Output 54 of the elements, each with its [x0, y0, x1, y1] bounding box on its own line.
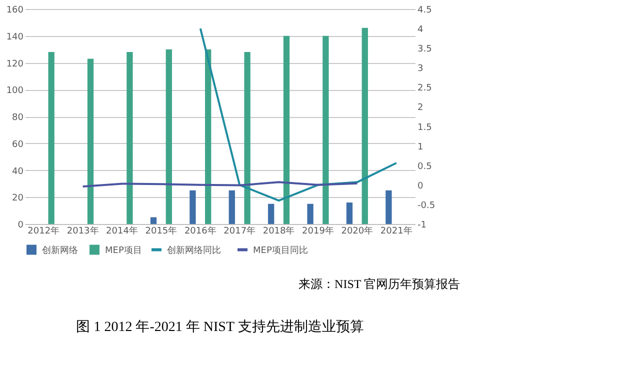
bar: [268, 204, 274, 224]
y2-tick-label: 0.5: [418, 162, 432, 172]
y-tick-label: 140: [6, 32, 24, 42]
bar: [322, 36, 329, 224]
x-tick-label: 2012年: [28, 226, 60, 236]
bar: [307, 204, 314, 224]
x-tick-label: 2013年: [66, 226, 99, 236]
y-tick-label: 80: [12, 113, 24, 123]
legend-label: MEP项目: [105, 246, 142, 256]
bar: [126, 52, 133, 224]
y2-tick-label: 4: [418, 25, 424, 36]
legend-label: 创新网络: [42, 244, 78, 256]
bar: [205, 49, 212, 224]
y-tick-label: 120: [6, 59, 24, 70]
y2-tick-label: 3: [418, 64, 424, 74]
x-tick-label: 2014年: [106, 226, 138, 236]
legend-label: 创新网络同比: [167, 244, 221, 256]
bar: [87, 58, 94, 224]
bar: [346, 202, 353, 224]
bar: [150, 217, 157, 224]
x-tick-label: 2018年: [262, 226, 295, 236]
x-tick-label: 2016年: [184, 226, 216, 236]
bar: [362, 28, 368, 224]
y-tick-label: 100: [6, 86, 24, 96]
x-tick-label: 2019年: [302, 226, 334, 236]
y2-tick-label: 1: [418, 142, 424, 152]
y2-tick-label: -1: [418, 220, 426, 230]
y2-tick-label: 1.5: [418, 122, 432, 133]
legend-label: MEP项目同比: [253, 244, 308, 256]
x-tick-label: 2015年: [145, 226, 178, 236]
bar: [386, 190, 392, 224]
x-tick-label: 2021年: [380, 226, 412, 236]
y-tick-label: 40: [12, 166, 24, 177]
bar: [166, 49, 172, 224]
bar: [228, 190, 235, 224]
bar: [283, 36, 290, 224]
y-tick-label: 0: [18, 220, 24, 230]
y2-tick-label: 2: [418, 103, 424, 114]
y2-tick-label: 3.5: [418, 44, 432, 55]
y2-tick-label: 0: [418, 181, 424, 192]
bar: [244, 52, 250, 224]
y2-tick-label: -0.5: [418, 200, 436, 211]
y-tick-label: 160: [6, 6, 24, 16]
bar: [190, 190, 196, 224]
x-tick-label: 2020年: [341, 226, 374, 236]
line-series: [199, 28, 398, 202]
bar: [48, 52, 54, 224]
x-tick-label: 2017年: [224, 226, 256, 236]
y-tick-label: 60: [12, 140, 24, 150]
y2-tick-label: 2.5: [418, 84, 432, 94]
source-note: 来源：NIST 官网历年预算报告: [298, 277, 460, 291]
text: 图 1 2012 年-2021 年 NIST 支持先进制造业预算: [76, 319, 364, 335]
y-tick-label: 20: [12, 194, 24, 204]
y2-tick-label: 4.5: [418, 6, 432, 16]
